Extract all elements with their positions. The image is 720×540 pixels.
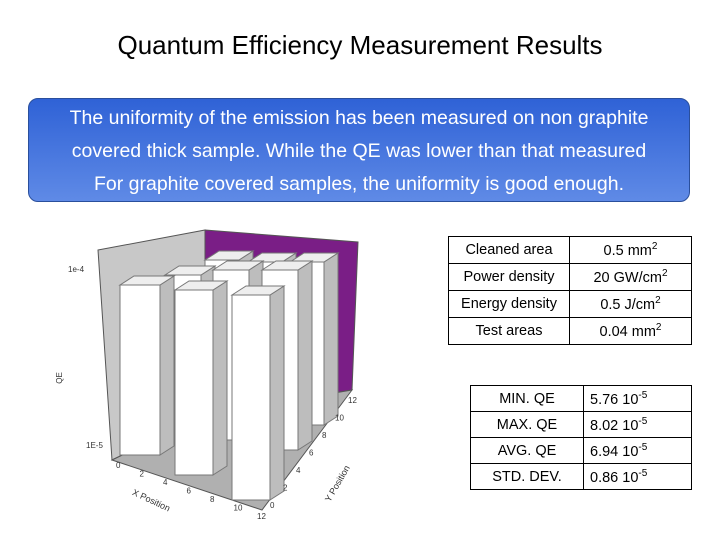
table-cell: Power density	[448, 263, 570, 291]
bar-front	[174, 289, 214, 476]
cell-text: Energy density	[461, 296, 557, 312]
table-row: STD. DEV. 0.86 10-5	[470, 463, 692, 490]
cell-text: MIN. QE	[499, 390, 555, 407]
table-cell: MAX. QE	[470, 411, 584, 438]
cell-text: 5.76 10	[590, 391, 639, 408]
cell-text: 8.02 10	[590, 417, 639, 434]
table-row: Energy density 0.5 J/cm2	[448, 290, 692, 318]
bar-front	[231, 294, 271, 501]
table-cell: 20 GW/cm2	[569, 263, 692, 291]
conditions-table: Cleaned area 0.5 mm2 Power density 20 GW/cm…	[448, 236, 692, 345]
bar-front	[119, 284, 161, 456]
note-box: The uniformity of the emission has been …	[28, 98, 690, 202]
x-tick: 6	[187, 487, 192, 496]
cell-sup: 2	[651, 241, 658, 253]
x-tick: 0	[116, 461, 121, 470]
table-row: Cleaned area 0.5 mm2	[448, 236, 692, 264]
x-tick: 12	[257, 512, 266, 521]
cell-text: 6.94 10	[590, 443, 639, 460]
cell-text: Cleaned area	[465, 242, 553, 258]
x-axis-label: X Position	[131, 487, 172, 513]
table-cell: MIN. QE	[470, 385, 584, 412]
table-cell: Energy density	[448, 290, 570, 318]
cell-text: AVG. QE	[497, 442, 557, 459]
bar-side	[159, 275, 175, 456]
cell-text: 20 GW/cm	[593, 269, 662, 286]
cell-sup: 2	[655, 322, 662, 334]
note-line: For graphite covered samples, the unifor…	[93, 173, 625, 195]
cell-text: 0.04 mm	[599, 323, 656, 340]
table-row: MIN. QE 5.76 10-5	[470, 385, 692, 412]
y-tick: 10	[335, 414, 344, 423]
cell-sup: -5	[638, 441, 648, 453]
x-tick: 8	[210, 495, 215, 504]
bar-side	[269, 285, 285, 501]
y-tick: 2	[283, 484, 288, 493]
y-tick: 6	[309, 449, 314, 458]
table-cell: 8.02 10-5	[583, 411, 692, 438]
note-line: The uniformity of the emission has been …	[69, 107, 649, 129]
bar-side	[323, 252, 339, 426]
results-table: MIN. QE 5.76 10-5 MAX. QE 8.02 10-5 AVG. QE 6…	[470, 385, 692, 490]
cell-sup: 2	[655, 295, 661, 307]
x-tick: 2	[140, 470, 145, 479]
note-line: covered thick sample. While the QE was l…	[71, 140, 647, 162]
table-row: MAX. QE 8.02 10-5	[470, 411, 692, 438]
cell-sup: -5	[638, 415, 648, 427]
qe-tick: 1E-5	[86, 441, 103, 450]
table-cell: 0.86 10-5	[583, 463, 692, 490]
qe-axis-label: QE	[55, 372, 64, 384]
cell-text: MAX. QE	[496, 416, 558, 433]
table-cell: 0.04 mm2	[569, 317, 692, 345]
y-axis-label: Y Position	[323, 464, 352, 504]
y-tick: 0	[270, 501, 275, 510]
table-cell: STD. DEV.	[470, 463, 584, 490]
slide-title: Quantum Efficiency Measurement Results	[117, 30, 603, 60]
bar-side	[212, 280, 228, 476]
y-tick: 12	[348, 396, 357, 405]
x-tick: 10	[234, 504, 243, 513]
table-cell: 5.76 10-5	[583, 385, 692, 412]
table-cell: Test areas	[448, 317, 570, 345]
cell-sup: -5	[638, 467, 648, 479]
cell-text: 0.86 10	[590, 469, 639, 486]
table-cell: 0.5 mm2	[569, 236, 692, 264]
table-row: Test areas 0.04 mm2	[448, 317, 692, 345]
cell-text: 0.5 mm	[603, 242, 652, 259]
bar-side	[297, 260, 313, 451]
y-tick: 8	[322, 431, 327, 440]
y-tick: 4	[296, 466, 301, 475]
table-cell: Cleaned area	[448, 236, 570, 264]
table-row: Power density 20 GW/cm2	[448, 263, 692, 291]
cell-text: 0.5 J/cm	[600, 296, 656, 313]
table-row: AVG. QE 6.94 10-5	[470, 437, 692, 464]
cell-sup: 2	[661, 268, 668, 280]
table-cell: 6.94 10-5	[583, 437, 692, 464]
cell-text: STD. DEV.	[492, 468, 562, 485]
x-tick: 4	[163, 478, 168, 487]
qe-tick: 1e-4	[68, 265, 85, 274]
table-cell: 0.5 J/cm2	[569, 290, 692, 318]
table-cell: AVG. QE	[470, 437, 584, 464]
bars	[118, 250, 340, 501]
cell-text: Power density	[463, 269, 555, 285]
cell-sup: -5	[638, 389, 648, 401]
cell-text: Test areas	[475, 323, 543, 339]
